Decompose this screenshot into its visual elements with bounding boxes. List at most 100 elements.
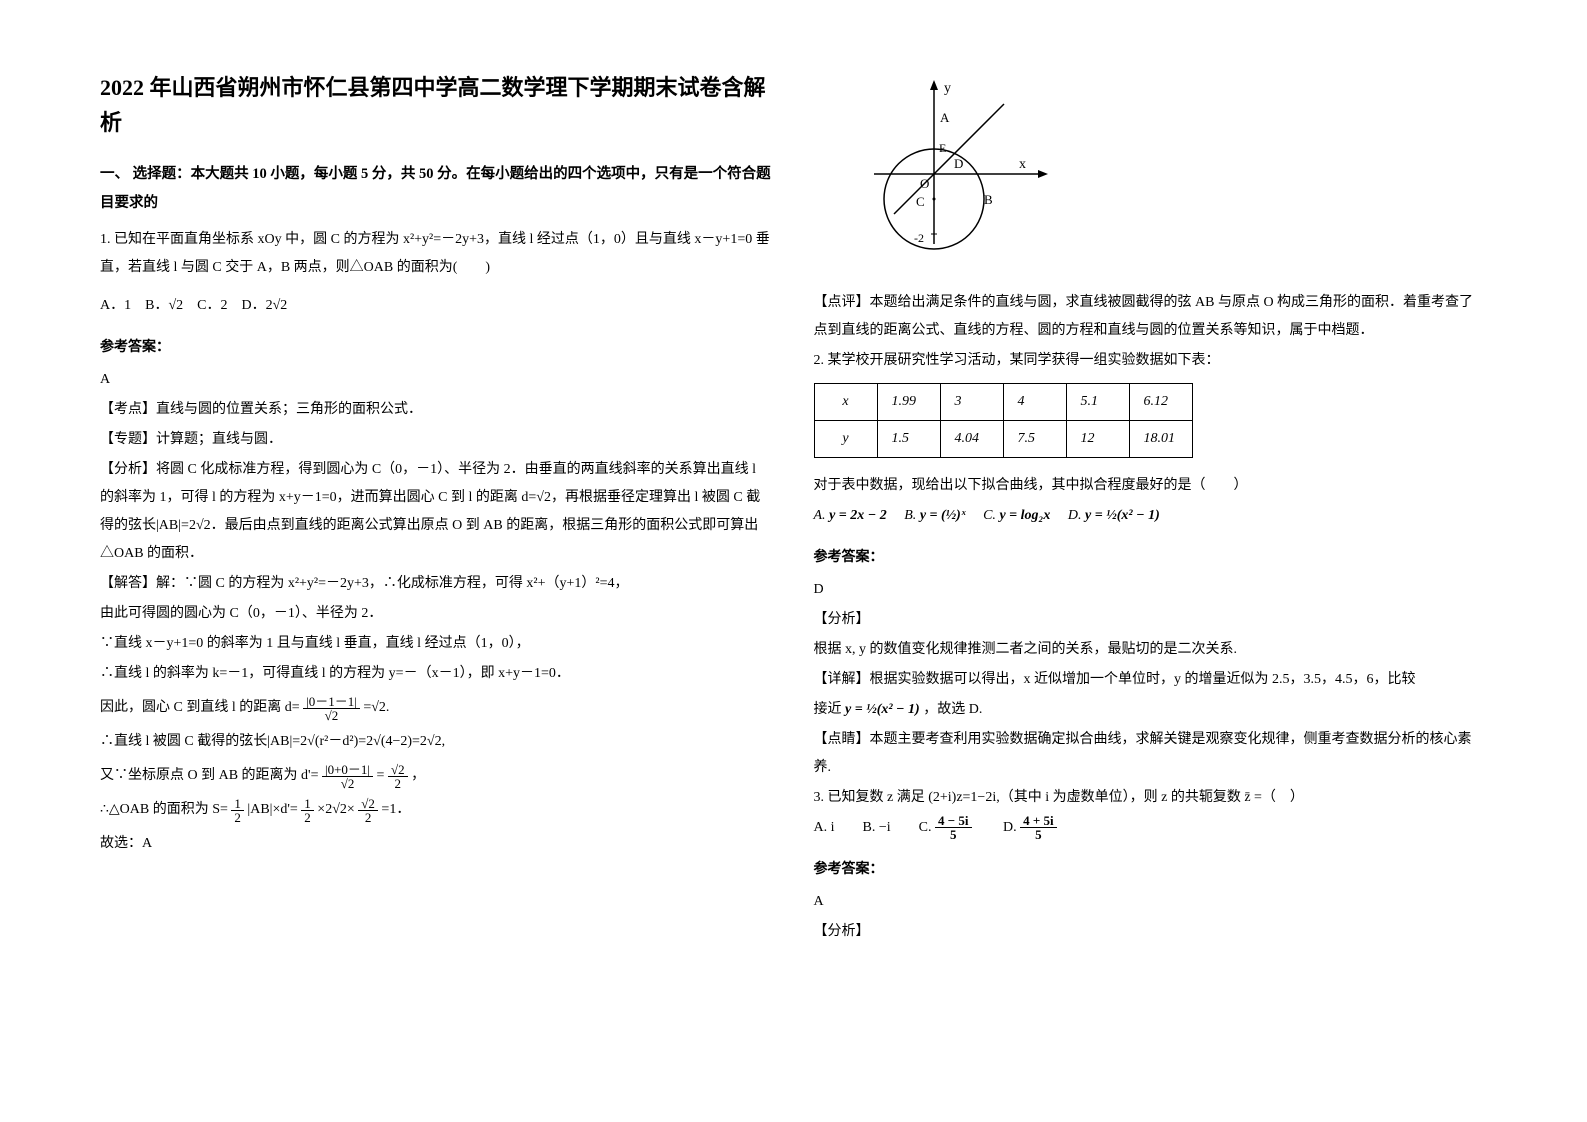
text: ×2√2× bbox=[317, 802, 354, 817]
doc-title: 2022 年山西省朔州市怀仁县第四中学高二数学理下学期期末试卷含解析 bbox=[100, 70, 774, 140]
q3-fenxi-head: 【分析】 bbox=[814, 918, 1488, 946]
opt-label: A. bbox=[814, 508, 830, 523]
cell: 1.5 bbox=[877, 421, 940, 458]
opt-d-label: D. bbox=[975, 820, 1020, 835]
text: |AB|×d'= bbox=[247, 802, 297, 817]
cell: 7.5 bbox=[1003, 421, 1066, 458]
denominator: 5 bbox=[1020, 828, 1057, 841]
opt-label: B. bbox=[890, 508, 920, 523]
numerator: |0－1－1| bbox=[303, 695, 360, 709]
q1-jieda8: ∴△OAB 的面积为 S= 1 2 |AB|×d'= 1 2 ×2√2× √2 … bbox=[100, 796, 774, 824]
q3-stem: 3. 已知复数 z 满足 (2+i)z=1−2i,（其中 i 为虚数单位），则 … bbox=[814, 784, 1488, 812]
text: = bbox=[377, 768, 385, 783]
opt-c-frac: 4 − 5i 5 bbox=[935, 814, 972, 841]
opt-label: D. bbox=[1054, 508, 1085, 523]
table-row: x 1.99 3 4 5.1 6.12 bbox=[814, 384, 1192, 421]
q1-jieda9: 故选：A bbox=[100, 830, 774, 858]
numerator: √2 bbox=[388, 763, 408, 777]
fraction: 1 2 bbox=[301, 797, 314, 824]
cell: 3 bbox=[940, 384, 1003, 421]
svg-text:O: O bbox=[920, 176, 929, 191]
denominator: 2 bbox=[231, 811, 244, 824]
denominator: 2 bbox=[388, 777, 408, 790]
text: =√2. bbox=[363, 700, 389, 715]
svg-text:B: B bbox=[984, 192, 993, 207]
text: 接近 bbox=[814, 702, 846, 717]
q3-answer-head: 参考答案： bbox=[814, 856, 1488, 884]
q1-jieda3: ∵直线 x－y+1=0 的斜率为 1 且与直线 l 垂直，直线 l 经过点（1，… bbox=[100, 630, 774, 658]
fraction: |0+0－1| √2 bbox=[322, 763, 373, 790]
cell: y bbox=[814, 421, 877, 458]
denominator: 2 bbox=[301, 811, 314, 824]
q2-tail: 对于表中数据，现给出以下拟合曲线，其中拟合程度最好的是（ ） bbox=[814, 472, 1488, 500]
q2-xiangjie2: 接近 y = ½(x² − 1) ，故选 D. bbox=[814, 696, 1488, 724]
svg-text:x: x bbox=[1019, 157, 1026, 172]
cell: 12 bbox=[1066, 421, 1129, 458]
cell: 6.12 bbox=[1129, 384, 1192, 421]
q2-answer-head: 参考答案： bbox=[814, 544, 1488, 572]
numerator: 1 bbox=[301, 797, 314, 811]
text: ∴△OAB 的面积为 S= bbox=[100, 802, 228, 817]
q1-jieda1: 【解答】解：∵圆 C 的方程为 x²+y²=－2y+3，∴化成标准方程，可得 x… bbox=[100, 570, 774, 598]
opt-d-frac: 4 + 5i 5 bbox=[1020, 814, 1057, 841]
q2-xiangjie1: 【详解】根据实验数据可以得出，x 近似增加一个单位时，y 的增量近似为 2.5，… bbox=[814, 666, 1488, 694]
q3-options: A. i B. −i C. 4 − 5i 5 D. 4 + 5i 5 bbox=[814, 814, 1488, 842]
svg-text:E: E bbox=[939, 141, 946, 155]
q1-kaodian: 【考点】直线与圆的位置关系；三角形的面积公式． bbox=[100, 396, 774, 424]
fraction: |0－1－1| √2 bbox=[303, 695, 360, 722]
q1-answer-head: 参考答案： bbox=[100, 334, 774, 362]
cell: x bbox=[814, 384, 877, 421]
denominator: 2 bbox=[358, 811, 378, 824]
q2-dianjing: 【点睛】本题主要考查利用实验数据确定拟合曲线，求解关键是观察变化规律，侧重考查数… bbox=[814, 726, 1488, 782]
q1-fenxi: 【分析】将圆 C 化成标准方程，得到圆心为 C（0，－1）、半径为 2．由垂直的… bbox=[100, 456, 774, 568]
svg-text:A: A bbox=[940, 110, 950, 125]
denominator: √2 bbox=[303, 709, 360, 722]
q3-answer: A bbox=[814, 888, 1488, 916]
svg-text:D: D bbox=[954, 156, 963, 171]
fraction: 1 2 bbox=[231, 797, 244, 824]
q1-jieda6: ∴直线 l 被圆 C 截得的弦长|AB|=2√(r²－d²)=2√(4−2)=2… bbox=[100, 728, 774, 756]
text: ， bbox=[411, 768, 425, 783]
q1-answer: A bbox=[100, 366, 774, 394]
denominator: √2 bbox=[322, 777, 373, 790]
fraction: √2 2 bbox=[358, 797, 378, 824]
numerator: 4 − 5i bbox=[935, 814, 972, 828]
denominator: 5 bbox=[935, 828, 972, 841]
cell: 1.99 bbox=[877, 384, 940, 421]
opt-label: C. bbox=[969, 508, 999, 523]
opt-a: y = 2x − 2 bbox=[829, 508, 887, 523]
q1-dianping: 【点评】本题给出满足条件的直线与圆，求直线被圆截得的弦 AB 与原点 O 构成三… bbox=[814, 289, 1488, 345]
svg-text:C: C bbox=[916, 194, 925, 209]
q1-figure: x y A B C D E O -2 bbox=[854, 74, 1488, 275]
svg-text:y: y bbox=[944, 81, 951, 96]
q2-stem: 2. 某学校开展研究性学习活动，某同学获得一组实验数据如下表： bbox=[814, 347, 1488, 375]
q1-jieda7: 又∵坐标原点 O 到 AB 的距离为 d'= |0+0－1| √2 = √2 2… bbox=[100, 762, 774, 790]
q2-fenxi-head: 【分析】 bbox=[814, 606, 1488, 634]
numerator: |0+0－1| bbox=[322, 763, 373, 777]
cell: 5.1 bbox=[1066, 384, 1129, 421]
q2-data-table: x 1.99 3 4 5.1 6.12 y 1.5 4.04 7.5 12 18… bbox=[814, 383, 1193, 458]
q1-stem: 1. 已知在平面直角坐标系 xOy 中，圆 C 的方程为 x²+y²=－2y+3… bbox=[100, 226, 774, 282]
opt-b: y = (½)ˣ bbox=[920, 508, 966, 523]
q1-zhuanti: 【专题】计算题；直线与圆． bbox=[100, 426, 774, 454]
opt-d: y = ½(x² − 1) bbox=[1085, 508, 1160, 523]
cell: 4.04 bbox=[940, 421, 1003, 458]
q1-options: A．1 B．√2 C．2 D．2√2 bbox=[100, 292, 774, 320]
text: 又∵坐标原点 O 到 AB 的距离为 d'= bbox=[100, 768, 318, 783]
right-column: x y A B C D E O -2 【点评】本题给出满足条件的直线与圆，求直线… bbox=[814, 70, 1488, 948]
q1-jieda2: 由此可得圆的圆心为 C（0，－1）、半径为 2． bbox=[100, 600, 774, 628]
cell: 18.01 bbox=[1129, 421, 1192, 458]
cell: 4 bbox=[1003, 384, 1066, 421]
text: 因此，圆心 C 到直线 l 的距离 d= bbox=[100, 700, 300, 715]
svg-text:-2: -2 bbox=[914, 231, 924, 245]
text: ，故选 D. bbox=[923, 702, 982, 717]
q1-jieda5: 因此，圆心 C 到直线 l 的距离 d= |0－1－1| √2 =√2. bbox=[100, 694, 774, 722]
numerator: 4 + 5i bbox=[1020, 814, 1057, 828]
q1-jieda4: ∴直线 l 的斜率为 k=－1，可得直线 l 的方程为 y=－（x－1），即 x… bbox=[100, 660, 774, 688]
numerator: √2 bbox=[358, 797, 378, 811]
section-1-head: 一、 选择题：本大题共 10 小题，每小题 5 分，共 50 分。在每小题给出的… bbox=[100, 160, 774, 218]
table-row: y 1.5 4.04 7.5 12 18.01 bbox=[814, 421, 1192, 458]
q2-fenxi: 根据 x, y 的数值变化规律推测二者之间的关系，最贴切的是二次关系. bbox=[814, 636, 1488, 664]
coordinate-figure-svg: x y A B C D E O -2 bbox=[854, 74, 1074, 264]
left-column: 2022 年山西省朔州市怀仁县第四中学高二数学理下学期期末试卷含解析 一、 选择… bbox=[100, 70, 774, 948]
